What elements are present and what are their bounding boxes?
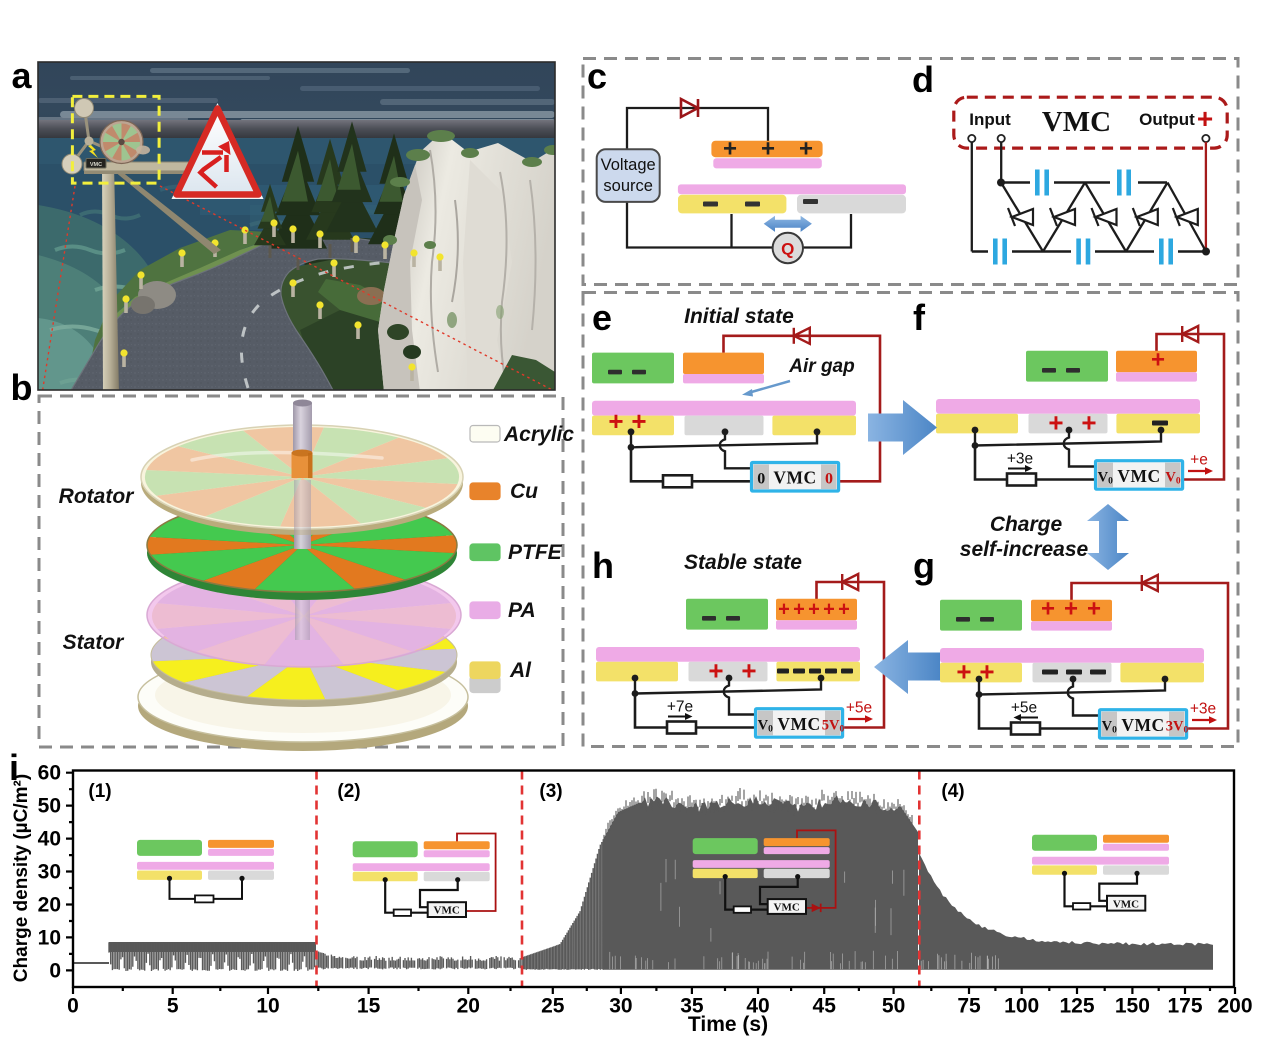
svg-text:200: 200 xyxy=(1217,995,1252,1018)
svg-text:+: + xyxy=(799,136,813,163)
svg-text:+7e: +7e xyxy=(667,699,693,716)
svg-text:d: d xyxy=(912,59,934,100)
svg-text:100: 100 xyxy=(1004,995,1039,1018)
svg-text:10: 10 xyxy=(38,926,61,949)
svg-text:10: 10 xyxy=(256,995,279,1018)
svg-text:+: + xyxy=(979,657,994,687)
svg-text:+: + xyxy=(1081,408,1096,438)
svg-text:VMC: VMC xyxy=(777,714,820,734)
svg-text:5: 5 xyxy=(167,995,179,1018)
svg-text:(4): (4) xyxy=(941,781,964,802)
svg-text:source: source xyxy=(603,177,653,195)
svg-text:15: 15 xyxy=(357,995,381,1018)
svg-text:+: + xyxy=(741,656,756,686)
svg-text:VMC: VMC xyxy=(434,905,460,917)
svg-text:3V0: 3V0 xyxy=(1166,719,1189,736)
svg-text:0: 0 xyxy=(757,470,765,487)
svg-text:+: + xyxy=(823,599,835,621)
svg-text:+: + xyxy=(708,656,723,686)
svg-text:30: 30 xyxy=(38,861,61,884)
svg-text:+: + xyxy=(1048,408,1063,438)
svg-text:45: 45 xyxy=(813,995,837,1018)
svg-text:+5e: +5e xyxy=(846,700,872,717)
svg-text:+: + xyxy=(631,406,646,436)
svg-text:b: b xyxy=(11,367,33,408)
svg-text:60: 60 xyxy=(38,762,61,785)
svg-text:VMC: VMC xyxy=(1121,715,1164,735)
svg-text:Voltage: Voltage xyxy=(601,156,656,174)
svg-text:+: + xyxy=(1151,347,1165,374)
svg-text:150: 150 xyxy=(1115,995,1150,1018)
svg-text:Acrylic: Acrylic xyxy=(503,423,574,446)
svg-text:+: + xyxy=(1064,596,1078,623)
svg-text:(3): (3) xyxy=(539,781,562,802)
svg-text:+: + xyxy=(956,657,971,687)
svg-text:VMC: VMC xyxy=(774,902,800,914)
svg-text:+: + xyxy=(1041,596,1055,623)
svg-text:VMC: VMC xyxy=(90,162,102,168)
svg-text:20: 20 xyxy=(38,894,61,917)
svg-text:Input: Input xyxy=(969,110,1011,129)
svg-text:+: + xyxy=(608,406,623,436)
svg-text:175: 175 xyxy=(1167,995,1202,1018)
svg-text:Rotator: Rotator xyxy=(59,485,135,508)
svg-text:+3e: +3e xyxy=(1190,701,1216,718)
svg-text:30: 30 xyxy=(609,995,632,1018)
svg-text:20: 20 xyxy=(457,995,480,1018)
svg-text:e: e xyxy=(592,297,612,338)
svg-text:Output: Output xyxy=(1139,110,1195,129)
svg-text:+: + xyxy=(808,599,820,621)
svg-text:+: + xyxy=(1197,103,1213,134)
svg-text:g: g xyxy=(913,545,935,586)
svg-text:50: 50 xyxy=(38,795,61,818)
svg-text:40: 40 xyxy=(746,995,769,1018)
svg-text:f: f xyxy=(913,297,926,338)
svg-text:Al: Al xyxy=(509,659,532,682)
svg-text:Stator: Stator xyxy=(63,631,126,654)
svg-text:Cu: Cu xyxy=(510,480,538,503)
svg-text:35: 35 xyxy=(680,995,704,1018)
svg-text:PTFE: PTFE xyxy=(508,541,563,564)
svg-text:+e: +e xyxy=(1190,452,1208,469)
svg-text:a: a xyxy=(11,55,32,96)
svg-text:i: i xyxy=(9,747,19,788)
svg-text:+: + xyxy=(778,599,790,621)
svg-text:PA: PA xyxy=(508,599,536,622)
svg-text:+3e: +3e xyxy=(1007,451,1033,468)
svg-text:+: + xyxy=(1087,596,1101,623)
svg-text:VMC: VMC xyxy=(1042,106,1111,138)
svg-text:75: 75 xyxy=(957,995,981,1018)
svg-text:Air gap: Air gap xyxy=(788,356,854,377)
svg-text:25: 25 xyxy=(541,995,565,1018)
svg-text:c: c xyxy=(587,56,607,97)
svg-text:Stable state: Stable state xyxy=(684,551,802,574)
svg-text:+: + xyxy=(761,136,775,163)
svg-text:VMC: VMC xyxy=(1113,898,1139,910)
svg-text:VMC: VMC xyxy=(1117,466,1160,486)
svg-text:Charge: Charge xyxy=(990,513,1063,536)
svg-text:(1): (1) xyxy=(88,781,111,802)
svg-text:50: 50 xyxy=(882,995,905,1018)
svg-text:+: + xyxy=(723,136,737,163)
svg-text:(2): (2) xyxy=(337,781,360,802)
svg-text:Q: Q xyxy=(781,240,794,259)
svg-text:Charge density (µC/m²): Charge density (µC/m²) xyxy=(11,774,32,982)
svg-text:+: + xyxy=(838,599,850,621)
svg-text:0: 0 xyxy=(825,470,833,487)
svg-text:+5e: +5e xyxy=(1011,700,1037,717)
svg-text:self-increase: self-increase xyxy=(960,538,1089,561)
svg-text:VMC: VMC xyxy=(773,468,816,488)
svg-text:+: + xyxy=(793,599,805,621)
svg-text:Initial state: Initial state xyxy=(684,305,794,328)
svg-text:0: 0 xyxy=(67,995,79,1018)
svg-text:40: 40 xyxy=(38,828,61,851)
svg-text:0: 0 xyxy=(49,959,61,982)
svg-text:Time (s): Time (s) xyxy=(688,1013,768,1036)
svg-text:5V0: 5V0 xyxy=(822,718,845,735)
svg-text:125: 125 xyxy=(1059,995,1094,1018)
svg-text:h: h xyxy=(592,545,614,586)
